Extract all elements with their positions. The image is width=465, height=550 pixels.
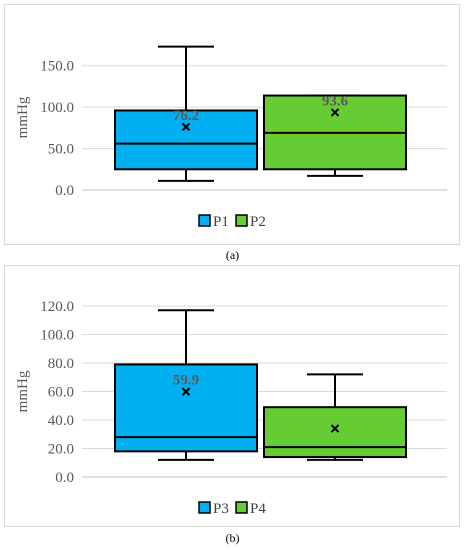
mean-marker	[181, 122, 191, 132]
y-tick-label: 150.0	[40, 59, 74, 75]
iqr-box	[114, 109, 258, 171]
legend-swatch-p1	[198, 214, 211, 227]
y-tick-label: 40.0	[48, 413, 74, 429]
y-tick-label: 0.0	[55, 183, 74, 199]
chart-a: 0.0 50.0 100.0 150.0 mmHg 76.2 93.6 P1 P2	[15, 45, 447, 230]
y-tick-label: 20.0	[48, 442, 74, 458]
y-tick-label: 50.0	[48, 142, 74, 158]
box-p4	[263, 373, 407, 461]
box-p3: 59.9	[114, 309, 258, 461]
legend: P3 P4	[198, 501, 266, 517]
box-p1: 76.2	[114, 45, 258, 182]
legend-swatch-p3	[198, 501, 211, 514]
legend-swatch-p2	[235, 214, 248, 227]
y-tick-label: 0.0	[55, 470, 74, 486]
y-axis-label: mmHg	[15, 96, 31, 138]
panel-label-b: (b)	[225, 531, 240, 545]
iqr-box	[263, 406, 407, 459]
legend: P1 P2	[198, 214, 266, 230]
y-tick-label: 60.0	[48, 385, 74, 401]
legend-label-p2: P2	[250, 214, 266, 230]
legend-label-p3: P3	[213, 501, 229, 517]
legend-swatch-p4	[235, 501, 248, 514]
mean-label: 59.9	[173, 373, 199, 389]
y-axis-label: mmHg	[15, 370, 31, 412]
y-tick-label: 100.0	[40, 328, 74, 344]
legend-label-p4: P4	[250, 501, 266, 517]
mean-label: 93.6	[322, 93, 349, 109]
y-tick-label: 80.0	[48, 356, 74, 372]
mean-marker	[330, 424, 340, 433]
mean-marker	[181, 387, 191, 396]
panel-label-a: (a)	[225, 248, 240, 262]
mean-label: 76.2	[173, 108, 199, 124]
y-tick-label: 100.0	[40, 100, 74, 116]
box-p2: 93.6	[263, 93, 407, 177]
y-tick-label: 120.0	[40, 299, 74, 315]
legend-label-p1: P1	[213, 214, 229, 230]
mean-marker	[330, 108, 340, 117]
